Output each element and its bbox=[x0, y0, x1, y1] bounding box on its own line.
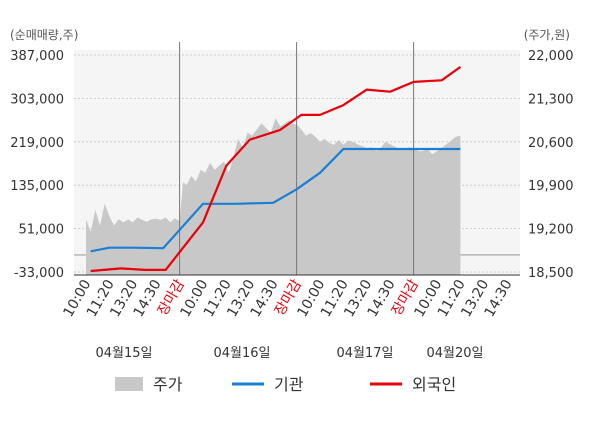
right-axis-unit-label: (주가,원) bbox=[524, 28, 570, 42]
left-tick-label: -33,000 bbox=[14, 266, 64, 281]
right-tick-label: 18,500 bbox=[528, 266, 574, 281]
legend: 주가 기관 외국인 bbox=[115, 375, 456, 394]
left-tick-label: 303,000 bbox=[10, 92, 64, 107]
left-axis-unit-label: (순매매량,주) bbox=[10, 28, 78, 42]
legend-label: 주가 bbox=[153, 375, 183, 394]
foreign-line bbox=[90, 66, 462, 273]
left-tick-label: 219,000 bbox=[10, 136, 64, 151]
right-tick-label: 21,300 bbox=[528, 92, 574, 107]
date-label: 04월20일 bbox=[426, 346, 483, 361]
left-tick-label: 387,000 bbox=[10, 49, 64, 64]
left-tick-label: 51,000 bbox=[19, 223, 65, 238]
institution-line bbox=[90, 147, 461, 253]
right-tick-label: 20,600 bbox=[528, 136, 574, 151]
right-tick-label: 19,200 bbox=[528, 223, 574, 238]
right-axis-ticks: 22,000 21,300 20,600 19,900 19,200 18,500 bbox=[528, 49, 574, 281]
date-label: 04월16일 bbox=[213, 346, 270, 361]
x-axis-ticks: 10:0011:2013:2014:30장마감10:0011:2013:2014… bbox=[60, 277, 515, 320]
date-label: 04월17일 bbox=[336, 346, 393, 361]
right-tick-label: 19,900 bbox=[528, 179, 574, 194]
flow-lines-layer bbox=[90, 66, 462, 273]
date-labels: 04월15일 04월16일 04월17일 04월20일 bbox=[95, 346, 483, 361]
date-label: 04월15일 bbox=[95, 346, 152, 361]
left-tick-label: 135,000 bbox=[10, 179, 64, 194]
legend-swatch-price bbox=[115, 377, 143, 391]
legend-label: 외국인 bbox=[412, 375, 456, 394]
right-tick-label: 22,000 bbox=[528, 49, 574, 64]
left-axis-ticks: 387,000 303,000 219,000 135,000 51,000 -33,00… bbox=[10, 49, 64, 281]
plot-area bbox=[74, 42, 520, 276]
legend-label: 기관 bbox=[274, 375, 304, 394]
